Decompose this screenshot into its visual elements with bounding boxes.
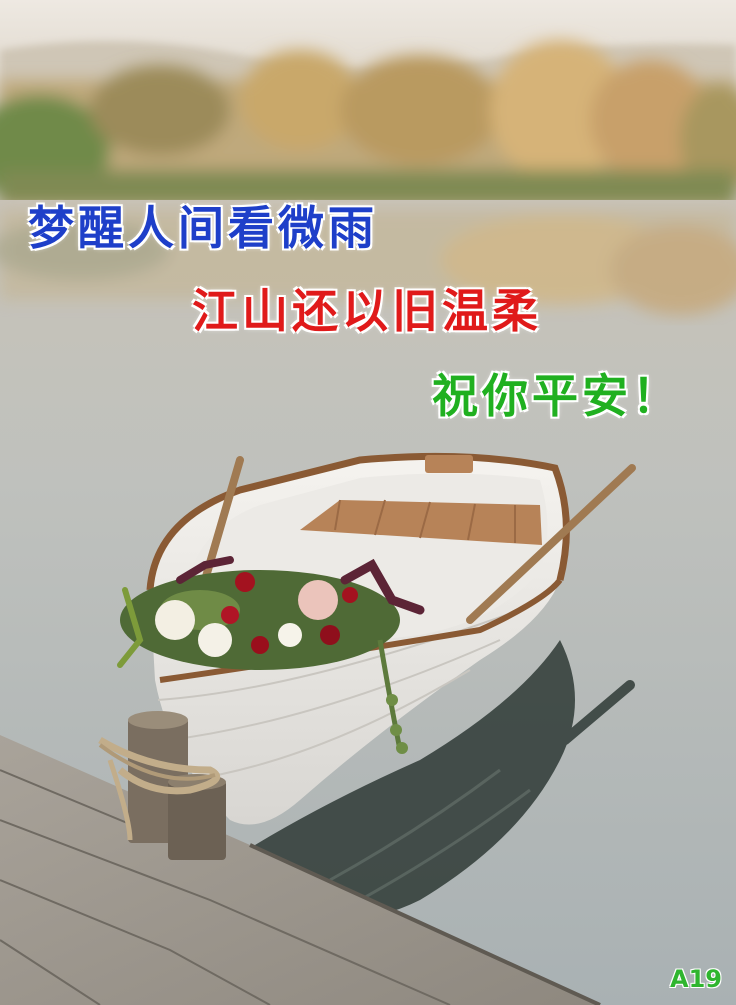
mooring-posts (98, 711, 226, 860)
boat-reflection (255, 640, 635, 918)
far-shore-trees (0, 40, 736, 210)
greeting-line-2: 江山还以旧温柔 (192, 284, 542, 338)
greeting-line-1: 梦醒人间看微雨 (28, 201, 378, 255)
flower-arrangement (117, 556, 425, 754)
shore-reflection (0, 210, 736, 315)
image-code-label: A19 (670, 965, 722, 993)
greeting-line-3: 祝你平安！ (432, 369, 682, 423)
oar-right (466, 464, 636, 624)
